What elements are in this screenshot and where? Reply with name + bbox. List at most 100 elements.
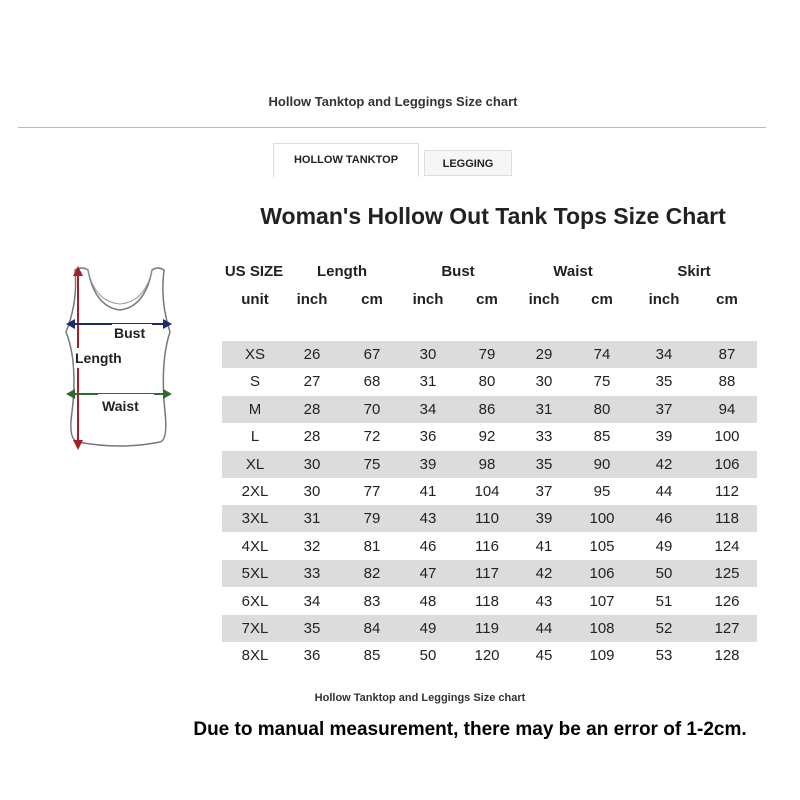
value-cell: 125 — [714, 565, 740, 583]
value-cell: 98 — [478, 455, 496, 473]
value-cell: 50 — [419, 647, 437, 665]
value-cell: 82 — [363, 565, 381, 583]
value-cell: 45 — [535, 647, 553, 665]
value-cell: 118 — [715, 510, 739, 528]
value-cell: 86 — [478, 400, 496, 418]
value-cell: 100 — [714, 428, 740, 446]
tab-legging[interactable]: LEGGING — [424, 150, 512, 176]
value-cell: 44 — [535, 620, 553, 637]
header-unit: cm — [476, 291, 498, 308]
value-cell: 79 — [478, 346, 496, 363]
header-unit: cm — [361, 291, 383, 308]
tank-top-diagram: Bust Length Waist — [65, 266, 172, 450]
table-row: 8XL 36 85 50 120 45 109 53 128 — [222, 642, 757, 669]
value-cell: 119 — [475, 620, 499, 637]
value-cell: 42 — [655, 455, 673, 473]
table-row: XL 30 75 39 98 35 90 42 106 — [222, 450, 757, 478]
value-cell: 80 — [478, 373, 496, 391]
value-cell: 107 — [589, 592, 615, 610]
value-cell: 92 — [478, 428, 496, 446]
size-cell: 3XL — [241, 510, 269, 528]
value-cell: 32 — [303, 537, 321, 555]
table-row: 2XL 30 77 41 104 37 95 44 112 — [222, 478, 757, 505]
value-cell: 46 — [655, 510, 673, 528]
value-cell: 67 — [363, 346, 381, 363]
value-cell: 35 — [655, 373, 673, 391]
value-cell: 30 — [419, 346, 437, 363]
size-cell: XL — [245, 455, 265, 473]
value-cell: 95 — [593, 483, 611, 500]
value-cell: 31 — [419, 373, 437, 391]
table-row: 3XL 31 79 43 110 39 100 46 118 — [222, 505, 757, 533]
value-cell: 81 — [363, 537, 381, 555]
value-cell: 128 — [714, 647, 740, 665]
value-cell: 46 — [419, 537, 437, 555]
value-cell: 36 — [419, 428, 437, 446]
value-cell: 37 — [655, 400, 673, 418]
value-cell: 44 — [655, 483, 673, 500]
length-label: Length — [75, 350, 122, 366]
tab-hollow-tanktop[interactable]: HOLLOW TANKTOP — [273, 143, 419, 177]
size-cell: M — [248, 400, 262, 418]
size-cell: 6XL — [241, 592, 269, 610]
value-cell: 52 — [655, 620, 673, 637]
size-cell: XS — [244, 346, 265, 363]
size-cell: 8XL — [241, 647, 269, 665]
value-cell: 35 — [303, 620, 321, 637]
value-cell: 41 — [535, 537, 553, 555]
value-cell: 51 — [655, 592, 673, 610]
value-cell: 43 — [419, 510, 437, 528]
value-cell: 68 — [363, 373, 381, 391]
size-cell: 5XL — [241, 565, 269, 583]
value-cell: 39 — [535, 510, 553, 528]
value-cell: 108 — [589, 620, 615, 637]
value-cell: 34 — [419, 400, 437, 418]
table-row: L 28 72 36 92 33 85 39 100 — [222, 423, 757, 450]
value-cell: 27 — [303, 373, 321, 391]
table-row: M 28 70 34 86 31 80 37 94 — [222, 395, 757, 423]
value-cell: 110 — [475, 510, 499, 528]
value-cell: 90 — [593, 455, 611, 473]
divider — [18, 127, 766, 128]
header-length: Length — [317, 263, 367, 280]
value-cell: 80 — [593, 400, 611, 418]
value-cell: 47 — [419, 565, 437, 583]
value-cell: 117 — [475, 565, 499, 583]
value-cell: 126 — [714, 592, 740, 610]
value-cell: 31 — [303, 510, 321, 528]
header-unit: inch — [412, 291, 444, 308]
table-row: S 27 68 31 80 30 75 35 88 — [222, 368, 757, 395]
value-cell: 39 — [419, 455, 437, 473]
value-cell: 42 — [535, 565, 553, 583]
value-cell: 33 — [535, 428, 553, 446]
value-cell: 79 — [363, 510, 381, 528]
value-cell: 35 — [535, 455, 553, 473]
value-cell: 124 — [714, 537, 740, 555]
value-cell: 41 — [419, 483, 437, 500]
header-skirt: Skirt — [677, 263, 711, 280]
size-cell: L — [250, 428, 260, 446]
value-cell: 28 — [303, 400, 321, 418]
value-cell: 112 — [715, 483, 739, 500]
value-cell: 84 — [363, 620, 381, 637]
value-cell: 37 — [535, 483, 553, 500]
value-cell: 83 — [363, 592, 381, 610]
page-title: Hollow Tanktop and Leggings Size chart — [268, 94, 518, 109]
table-row: 7XL 35 84 49 119 44 108 52 127 — [222, 615, 757, 642]
value-cell: 33 — [303, 565, 321, 583]
value-cell: 53 — [655, 647, 673, 665]
value-cell: 34 — [655, 346, 673, 363]
value-cell: 94 — [718, 400, 736, 418]
value-cell: 50 — [655, 565, 673, 583]
value-cell: 36 — [303, 647, 321, 665]
value-cell: 28 — [303, 428, 321, 446]
header-unit: cm — [716, 291, 738, 308]
value-cell: 26 — [303, 346, 321, 363]
value-cell: 74 — [593, 346, 611, 363]
table-row: 4XL 32 81 46 116 41 105 49 124 — [222, 533, 757, 560]
value-cell: 39 — [655, 428, 673, 446]
value-cell: 106 — [589, 565, 615, 583]
value-cell: 85 — [363, 647, 381, 665]
value-cell: 87 — [718, 346, 736, 363]
size-cell: 2XL — [241, 483, 269, 500]
